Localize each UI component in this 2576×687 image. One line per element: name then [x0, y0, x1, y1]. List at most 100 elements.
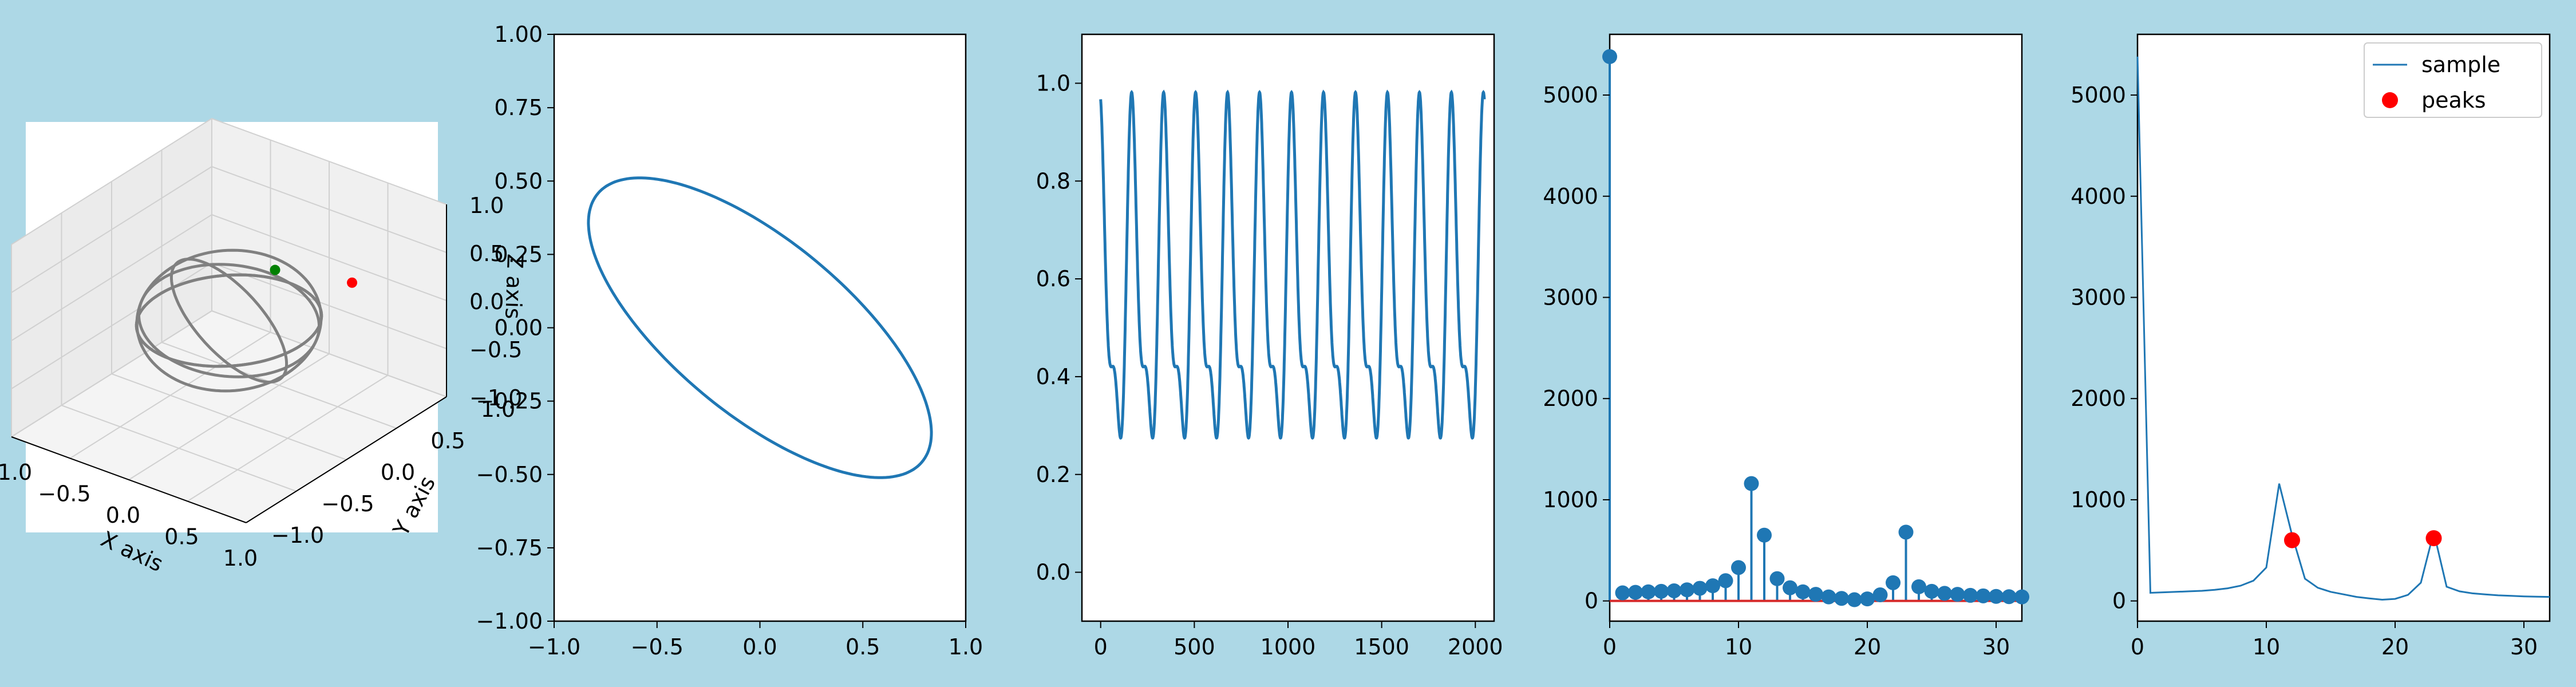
grid-line: [11, 214, 212, 341]
x-tick-label: 0: [1094, 634, 1108, 660]
stem-marker: [1615, 585, 1630, 601]
stem-marker: [1834, 591, 1849, 606]
y-tick-label: 1000: [2071, 487, 2126, 512]
panel-3d: −1.0−0.50.00.51.01.00.50.0−0.5−1.01.00.5…: [0, 118, 528, 577]
stem-marker: [1886, 575, 1901, 590]
y-tick-label: −1.00: [476, 609, 543, 634]
grid-line: [111, 373, 347, 460]
panel-3d-curves: [135, 248, 323, 393]
y-tick-label: 0.8: [1036, 168, 1070, 194]
stem-marker: [1666, 583, 1682, 598]
y-tick-label: 0.2: [1036, 462, 1070, 487]
panel-peaks-content: [2136, 56, 2550, 601]
grid-line: [161, 342, 397, 429]
stem-marker: [1911, 579, 1926, 594]
x-tick-label: 0.0: [742, 634, 777, 660]
y-tick-label: 2000: [1543, 386, 1598, 411]
x-tick-label: 30: [1982, 634, 2010, 660]
panel-signal-background: [1081, 33, 1495, 622]
x-tick-label: −0.5: [38, 481, 90, 507]
panel-signal-content: [1099, 89, 1486, 440]
stem-marker: [1783, 580, 1797, 595]
stem-marker: [1872, 587, 1888, 603]
grid-line: [211, 214, 447, 301]
stem-marker: [1808, 587, 1823, 602]
sample-line: [2136, 56, 2550, 601]
z-tick-label: 1.0: [469, 193, 504, 218]
y-tick-label: 0.50: [494, 168, 543, 194]
stem-marker: [1847, 592, 1862, 607]
y-axis-line: [246, 396, 447, 523]
x-tick-label: 1.0: [223, 546, 258, 571]
z-tick-label: 0.0: [469, 289, 504, 314]
y-tick-label: 0: [1585, 589, 1598, 614]
x-tick-label: 10: [1725, 634, 1752, 660]
panel-3d-axes: [11, 204, 447, 523]
stem-marker: [1680, 582, 1694, 598]
y-tick-label: 1.00: [494, 22, 543, 47]
panel-3d-markers: [270, 264, 357, 288]
y-tick-label: 0: [2112, 589, 2126, 614]
x-axis-label: X axis: [97, 526, 167, 577]
y-tick-label: 3000: [1543, 285, 1598, 310]
stem-marker: [1898, 524, 1914, 540]
y-tick-label: −0.50: [476, 462, 543, 487]
stem-marker: [1950, 587, 1965, 602]
green-point: [270, 264, 280, 275]
stem-marker: [1602, 49, 1617, 64]
grid-line: [187, 374, 389, 502]
legend: sample peaks: [2364, 42, 2542, 118]
stem-marker: [1860, 591, 1875, 607]
ellipse-curve: [587, 176, 933, 479]
panel-ellipse: −1.0 −0.5 0.0 0.5 1.0 1.00 0.75 0.50 0.25 0.00 −0.…: [476, 22, 983, 660]
stem-marker: [1757, 527, 1772, 543]
x-tick-label: 2000: [1448, 634, 1503, 660]
y-tick-label: 5000: [2071, 82, 2126, 108]
legend-peaks-swatch: [2382, 92, 2398, 108]
y-tick-label: −1.0: [271, 523, 324, 548]
y-tick-label: 1.0: [481, 397, 515, 422]
legend-box: [2364, 42, 2542, 118]
z-tick-label: −0.5: [469, 337, 522, 362]
x-tick-label: 500: [1174, 634, 1215, 660]
stem-marker: [1744, 476, 1759, 491]
panel-signal: 0 500 1000 1500 2000 1.0 0.8 0.6 0.4 0.2 0.0: [1036, 33, 1503, 660]
z-axis-label: Z axis: [500, 254, 528, 320]
y-tick-label: 4000: [1543, 184, 1598, 209]
stem-marker: [1769, 571, 1785, 586]
x-tick-label: −0.5: [631, 634, 683, 660]
y-tick-label: 0.75: [494, 95, 543, 120]
stem-marker: [1963, 587, 1978, 603]
x-axis-line: [11, 436, 247, 523]
grid-line: [11, 118, 212, 245]
x-tick-label: 1500: [1354, 634, 1409, 660]
legend-sample-label: sample: [2421, 52, 2500, 77]
y-tick-label: 0.25: [494, 242, 543, 267]
x-tick-label: 20: [1854, 634, 1881, 660]
panel-peaks: 0 10 20 30 5000 4000 3000 2000 1000 0 sample peak…: [2071, 33, 2551, 660]
stem-marker: [1976, 588, 1991, 603]
stem-marker: [1821, 589, 1836, 605]
grid-line: [211, 166, 447, 253]
panel-ellipse-content: [587, 176, 933, 479]
legend-peaks-label: peaks: [2421, 88, 2486, 113]
panel-3d-ticks: −1.0−0.50.00.51.01.00.50.0−0.5−1.01.00.5…: [0, 193, 522, 571]
stem-marker: [1628, 585, 1643, 600]
stem-marker: [2014, 589, 2029, 605]
z-tick-label: 0.5: [469, 241, 504, 266]
x-tick-label: 0.5: [846, 634, 880, 660]
stem-marker: [1731, 560, 1746, 575]
peak-marker: [2425, 530, 2442, 547]
z-tick-label: −1.0: [469, 385, 522, 410]
x-tick-label: 0: [1603, 634, 1617, 660]
stem-marker: [1654, 583, 1669, 599]
x-tick-label: 30: [2510, 634, 2538, 660]
y-tick-label: 5000: [1543, 82, 1598, 108]
panel-stem-content: [1602, 49, 2029, 607]
panel-stem-background: [1609, 33, 2023, 622]
y-tick-label: 2000: [2071, 386, 2126, 411]
orbit-curve: [169, 258, 289, 384]
stem-marker: [1641, 584, 1656, 599]
stem-marker: [1924, 583, 1939, 599]
